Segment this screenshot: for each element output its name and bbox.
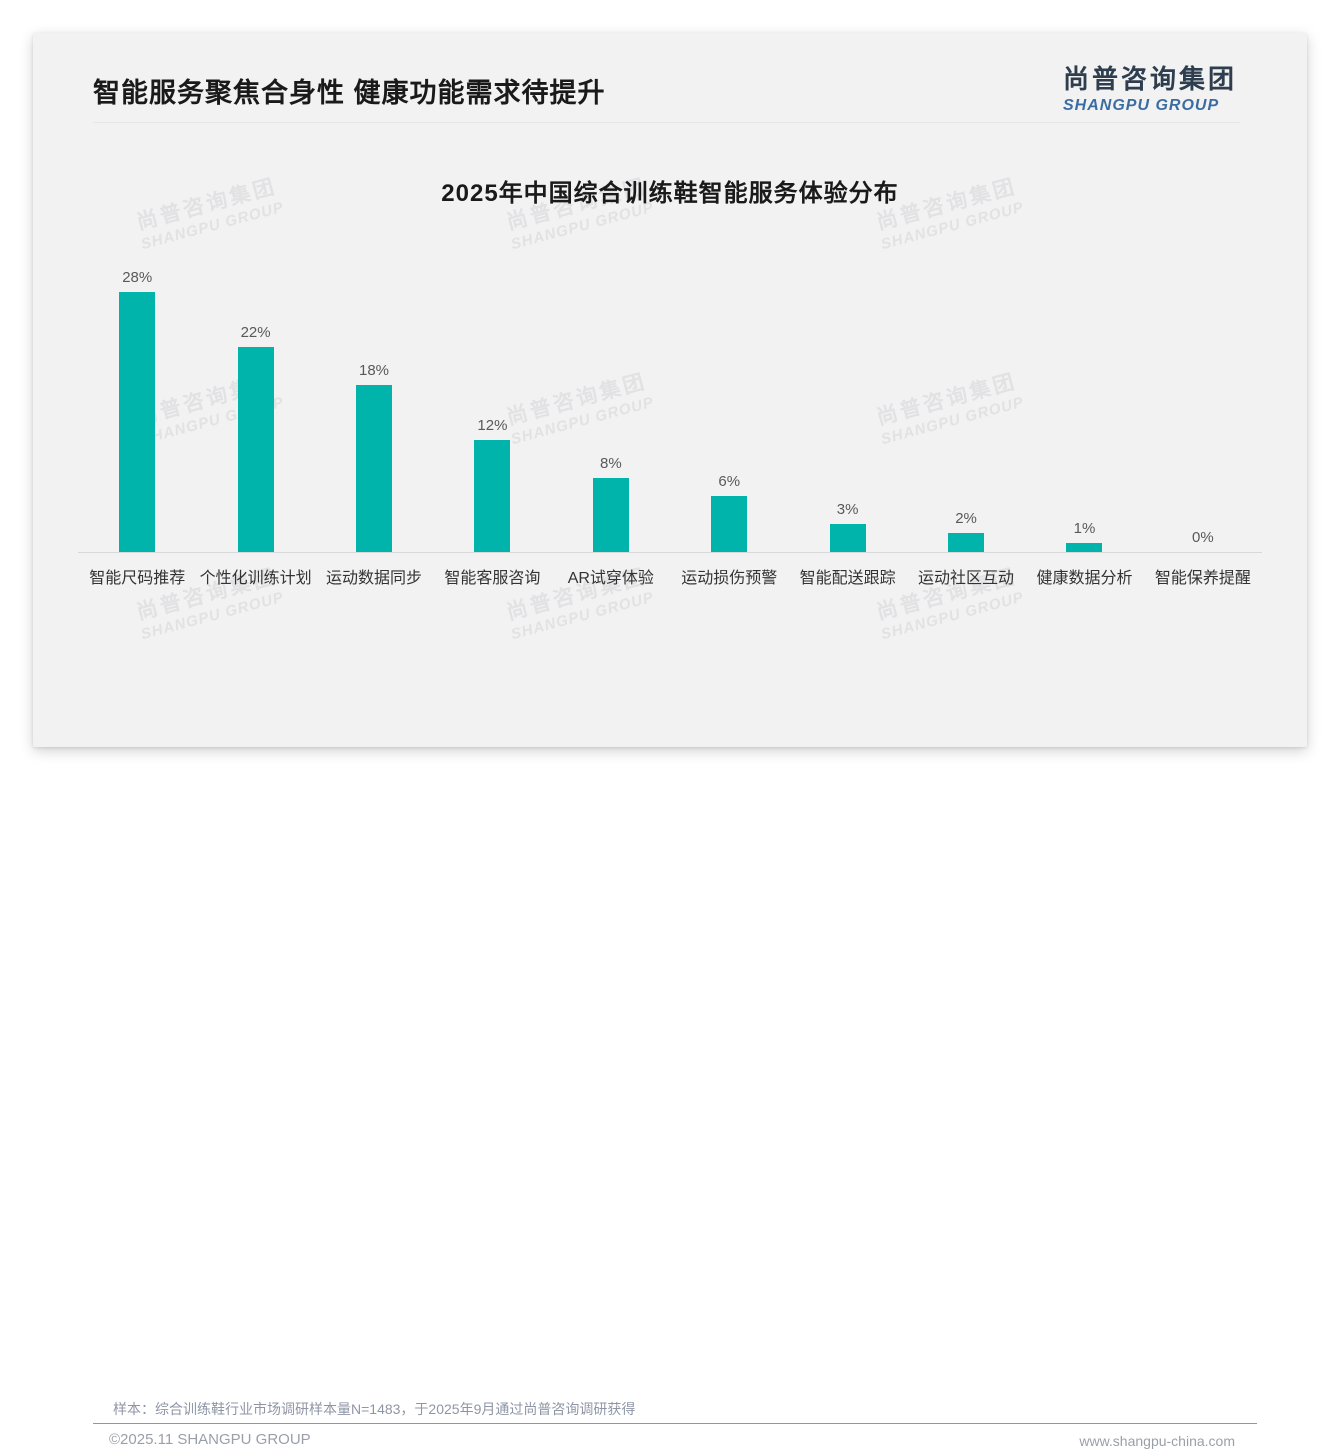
footer-divider — [93, 1423, 1257, 1424]
bar — [948, 533, 985, 552]
bar — [592, 478, 629, 552]
bar — [1066, 543, 1103, 552]
bar-column: 28% — [78, 213, 196, 552]
bar — [711, 496, 748, 552]
bar-value-label: 1% — [1073, 520, 1096, 537]
x-axis-line — [78, 552, 1262, 553]
header-divider — [93, 122, 1240, 123]
sample-note: 样本：综合训练鞋行业市场调研样本量N=1483，于2025年9月通过尚普咨询调研… — [113, 1401, 636, 1417]
bar-column: 12% — [433, 213, 551, 552]
chart-title: 2025年中国综合训练鞋智能服务体验分布 — [441, 180, 899, 207]
website-text: www.shangpu-china.com — [1079, 1433, 1235, 1449]
bar — [829, 524, 866, 552]
plot-area: 28% 22% 18% 12% 8% 6% 3% 2% 1% 0% — [78, 213, 1262, 552]
bar-chart: 2025年中国综合训练鞋智能服务体验分布 28% 22% 18% 12% 8% 6% 3% 2… — [33, 33, 1307, 747]
bar — [356, 385, 393, 552]
bar-column: 3% — [788, 213, 906, 552]
copyright-text: ©2025.11 SHANGPU GROUP — [109, 1431, 311, 1448]
bar-column: 0% — [1144, 213, 1262, 552]
bar-column: 8% — [552, 213, 670, 552]
bar-value-label: 2% — [955, 510, 977, 527]
bar-column: 2% — [907, 213, 1025, 552]
category-label: 智能配送跟踪 — [799, 570, 896, 587]
bar-value-label: 12% — [477, 417, 508, 434]
category-label: 运动数据同步 — [326, 570, 423, 587]
category-label: 个性化训练计划 — [199, 570, 312, 587]
bar-value-label: 22% — [240, 324, 271, 341]
category-label: 健康数据分析 — [1036, 570, 1133, 587]
category-label: 智能尺码推荐 — [89, 570, 186, 587]
category-label: 智能保养提醒 — [1154, 570, 1251, 587]
bar — [237, 347, 274, 552]
bar — [474, 440, 511, 552]
bar-value-label: 3% — [836, 501, 859, 518]
bar-column: 18% — [315, 213, 433, 552]
bar-value-label: 0% — [1192, 529, 1214, 546]
bar-column: 22% — [196, 213, 314, 552]
category-label: AR试穿体验 — [567, 570, 654, 587]
category-label: 运动损伤预警 — [681, 570, 778, 587]
bar-value-label: 8% — [599, 455, 622, 472]
category-label: 智能客服咨询 — [444, 570, 541, 587]
logo-english-name: SHANGPU GROUP — [1062, 97, 1220, 114]
bar-value-label: 6% — [718, 473, 741, 490]
bar-column: 1% — [1025, 213, 1143, 552]
slide-card: 尚普咨询集团 SHANGPU GROUP 尚普咨询集团 SHANGPU GROUP 尚普… — [33, 33, 1307, 1449]
bar-column: 6% — [670, 213, 788, 552]
category-label: 运动社区互动 — [918, 570, 1015, 587]
bar-value-label: 18% — [359, 362, 390, 379]
logo-chinese-name: 尚普咨询集团 — [1062, 64, 1237, 94]
company-logo: 尚普咨询集团 SHANGPU GROUP — [1063, 59, 1237, 115]
page-title: 智能服务聚焦合身性 健康功能需求待提升 — [93, 78, 606, 108]
x-axis-labels: 智能尺码推荐 个性化训练计划 运动数据同步 智能客服咨询 AR试穿体验 运动损伤预警 智能配… — [78, 564, 1262, 588]
bar — [119, 292, 156, 552]
bar-value-label: 28% — [122, 269, 153, 286]
